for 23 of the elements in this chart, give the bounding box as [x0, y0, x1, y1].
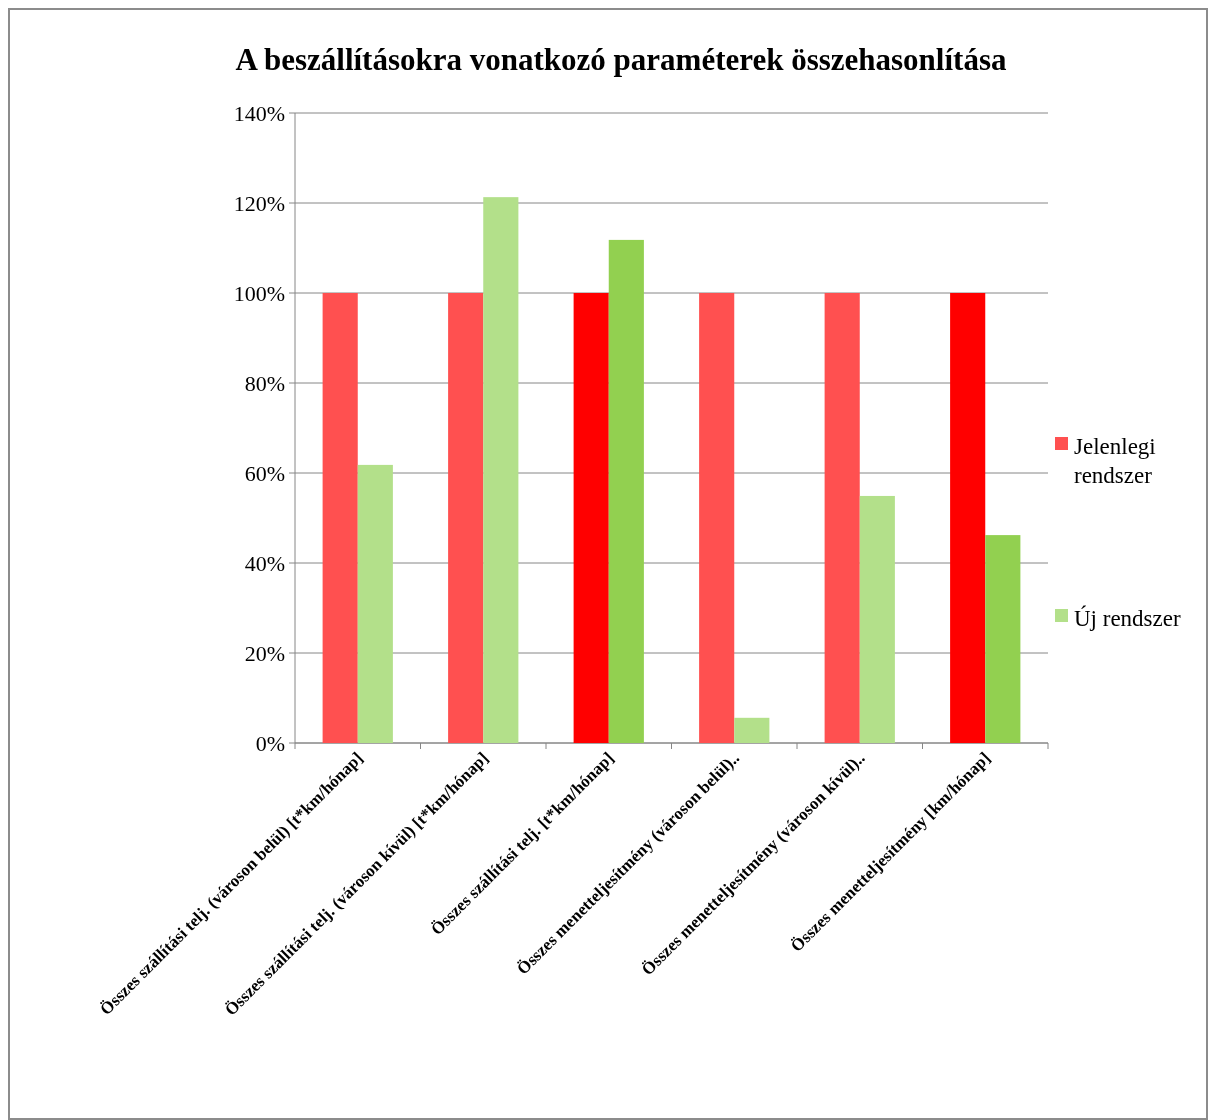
legend-label: Jelenlegi rendszer: [1074, 434, 1156, 489]
y-tick-label: 60%: [244, 460, 285, 486]
bar: [734, 717, 770, 743]
bar: [448, 293, 484, 743]
bar: [859, 495, 895, 743]
y-tick-label: 40%: [244, 550, 285, 576]
bar: [483, 197, 519, 743]
y-tick-label: 20%: [244, 640, 285, 666]
legend-label: Új rendszer: [1074, 605, 1181, 632]
y-tick-label: 120%: [233, 190, 285, 216]
y-tick-label: 80%: [244, 370, 285, 396]
bar: [824, 293, 860, 743]
chart-title: A beszállításokra vonatkozó paraméterek összehasonlítása: [235, 42, 1007, 77]
y-tick-label: 100%: [233, 280, 285, 306]
y-tick-label: 140%: [233, 100, 285, 126]
bar: [608, 239, 644, 743]
y-tick-label: 0%: [255, 730, 285, 756]
bar: [573, 293, 609, 743]
bar: [357, 464, 393, 743]
bar: [950, 293, 986, 743]
bar: [322, 293, 358, 743]
bar: [985, 535, 1021, 743]
bar: [699, 293, 735, 743]
